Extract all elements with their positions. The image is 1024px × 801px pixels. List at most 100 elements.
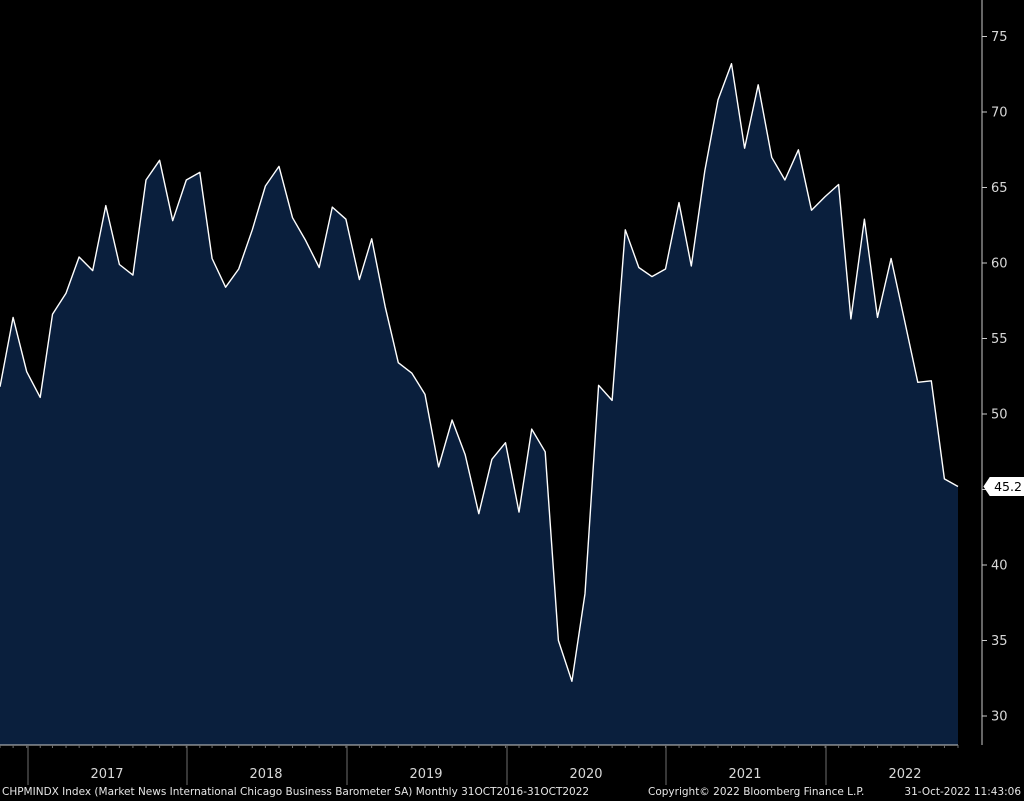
y-tick-label: 65 [991,181,1008,196]
data-point [397,362,399,364]
data-point [491,458,493,460]
data-point [531,428,533,430]
y-tick-label: 70 [991,106,1008,121]
x-axis: 2017 2018 2019 2020 2021 2022 [0,744,959,785]
y-tick-label: 50 [991,408,1008,423]
timestamp: 31-Oct-2022 11:43:06 [904,786,1021,798]
data-point [92,269,94,271]
data-point [411,372,413,374]
x-tick-label: 2022 [888,767,921,782]
data-point [557,639,559,641]
data-point [571,680,573,682]
data-point [172,220,174,222]
data-point [358,278,360,280]
data-point [797,149,799,151]
plot-layer [0,63,959,745]
data-point [743,147,745,149]
data-point [771,156,773,158]
data-point [504,442,506,444]
y-tick-label: 55 [991,332,1008,347]
data-point [238,268,240,270]
data-point [211,257,213,259]
data-point [690,265,692,267]
data-point [863,218,865,220]
data-point [704,170,706,172]
data-point [624,229,626,231]
y-tick-label: 35 [991,634,1008,649]
data-point [437,466,439,468]
x-tick-label: 2021 [728,767,761,782]
data-point [39,396,41,398]
y-tick-label: 30 [991,710,1008,725]
data-point [730,63,732,65]
x-tick-label: 2017 [90,767,123,782]
last-value-marker: 45.2 [983,476,1024,496]
x-tick-label: 2020 [569,767,602,782]
data-point [291,217,293,219]
data-point [584,593,586,595]
data-point [424,393,426,395]
data-point [478,513,480,515]
data-point [185,179,187,181]
chart-footer: CHPMINDX Index (Market News Internationa… [0,785,1024,801]
data-point [318,266,320,268]
data-point [810,209,812,211]
data-point [638,266,640,268]
data-point [957,485,959,487]
data-point [876,316,878,318]
data-point [930,380,932,382]
data-point [903,318,905,320]
data-point [12,316,14,318]
data-point [331,206,333,208]
data-point [78,256,80,258]
data-point [757,84,759,86]
index-description: CHPMINDX Index (Market News Internationa… [2,786,590,798]
data-point [850,318,852,320]
y-axis: 30354045505560657075 [981,0,1008,745]
last-value-label: 45.2 [994,479,1022,494]
data-point [371,238,373,240]
data-point [544,451,546,453]
data-point [611,399,613,401]
data-point [943,478,945,480]
data-point [264,185,266,187]
data-point [464,454,466,456]
x-tick-label: 2019 [409,767,442,782]
data-point [890,257,892,259]
last-value-flag [983,476,1024,496]
data-point [158,159,160,161]
data-point [824,195,826,197]
area-fill [0,63,958,745]
data-point [784,179,786,181]
data-point [384,306,386,308]
data-point [345,218,347,220]
data-point [105,204,107,206]
y-tick-label: 75 [991,30,1008,45]
data-point [251,229,253,231]
data-point [597,384,599,386]
data-point [145,179,147,181]
data-point [451,419,453,421]
data-point [664,268,666,270]
series-line [0,63,959,682]
data-point [65,292,67,294]
data-point [678,201,680,203]
data-point [717,99,719,101]
data-point [118,263,120,265]
data-point [199,171,201,173]
data-point [132,274,134,276]
data-point [518,511,520,513]
copyright-notice: Copyright© 2022 Bloomberg Finance L.P. [648,786,865,798]
data-point [651,275,653,277]
y-tick-label: 40 [991,559,1008,574]
data-point [278,165,280,167]
data-point [26,371,28,373]
y-tick-label: 60 [991,257,1008,272]
data-point [224,286,226,288]
data-point [304,239,306,241]
data-point [917,381,919,383]
x-tick-label: 2018 [249,767,282,782]
data-point [837,183,839,185]
data-point [51,313,53,315]
